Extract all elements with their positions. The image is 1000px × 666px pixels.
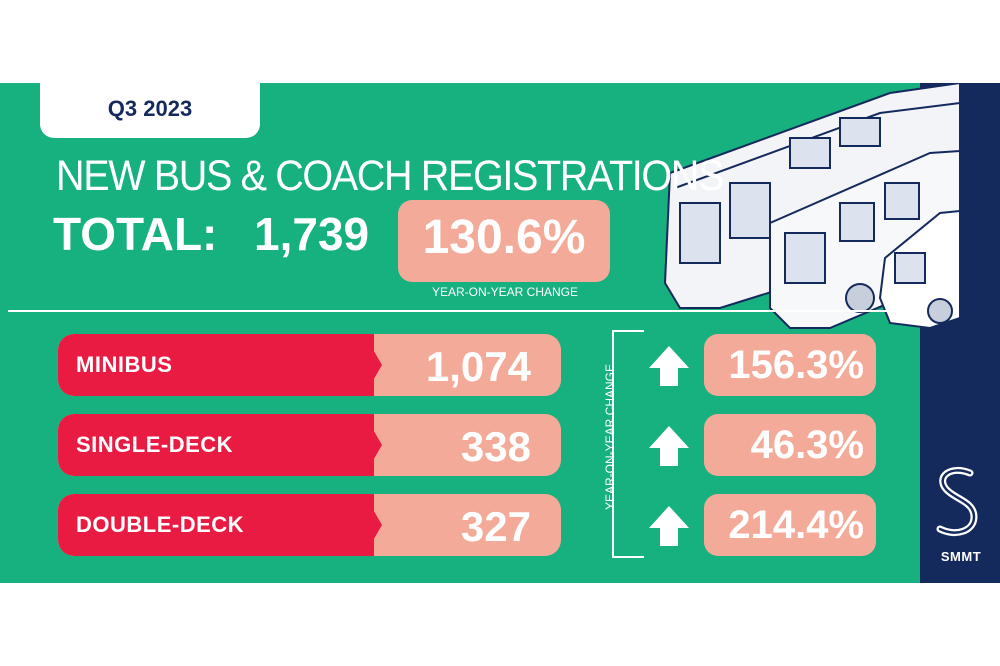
- headline: NEW BUS & COACH REGISTRATIONS: [56, 152, 724, 200]
- total-value: 1,739: [254, 208, 370, 260]
- row-label-bg: [58, 414, 374, 476]
- row-label-tip: [364, 494, 382, 556]
- total-change-caption: YEAR-ON-YEAR CHANGE: [431, 285, 579, 299]
- side-change-caption: YEAR-ON-YEAR CHANGE: [603, 363, 617, 511]
- total-change-box: [398, 200, 610, 282]
- row-label-bg: [58, 334, 374, 396]
- row-label: SINGLE-DECK: [76, 432, 234, 457]
- minibus-van-icon: [878, 209, 960, 330]
- row-label: MINIBUS: [76, 352, 173, 377]
- row-double-deck: DOUBLE-DECK 327: [58, 494, 561, 556]
- up-arrow-icon: [649, 346, 689, 386]
- row-label-bg: [58, 494, 374, 556]
- row-single-deck: SINGLE-DECK 338: [58, 414, 561, 476]
- row-minibus: MINIBUS 1,074: [58, 334, 561, 396]
- row-label: DOUBLE-DECK: [76, 512, 245, 537]
- vehicles-illustration: [663, 83, 960, 330]
- change-pill-minibus: 156.3%: [704, 334, 876, 396]
- row-value: 338: [460, 423, 531, 470]
- change-bracket: [612, 330, 644, 558]
- divider: [8, 310, 920, 312]
- up-arrow-icon: [649, 426, 689, 466]
- change-pill-double-deck: 214.4%: [704, 494, 876, 556]
- up-arrow-icon: [649, 506, 689, 546]
- change-value: 214.4%: [728, 503, 864, 547]
- brand-name: SMMT: [940, 549, 982, 564]
- change-value: 156.3%: [728, 343, 864, 387]
- total-change: 130.6%: [422, 211, 586, 264]
- total-label: TOTAL:: [53, 208, 218, 260]
- row-label-tip: [364, 414, 382, 476]
- period-label: Q3 2023: [107, 96, 193, 121]
- row-value: 1,074: [425, 343, 531, 390]
- row-value: 327: [460, 503, 531, 550]
- smmt-logo-icon: [936, 466, 978, 536]
- change-value: 46.3%: [750, 423, 864, 467]
- change-pill-single-deck: 46.3%: [704, 414, 876, 476]
- row-label-tip: [364, 334, 382, 396]
- period-tab: [40, 83, 260, 138]
